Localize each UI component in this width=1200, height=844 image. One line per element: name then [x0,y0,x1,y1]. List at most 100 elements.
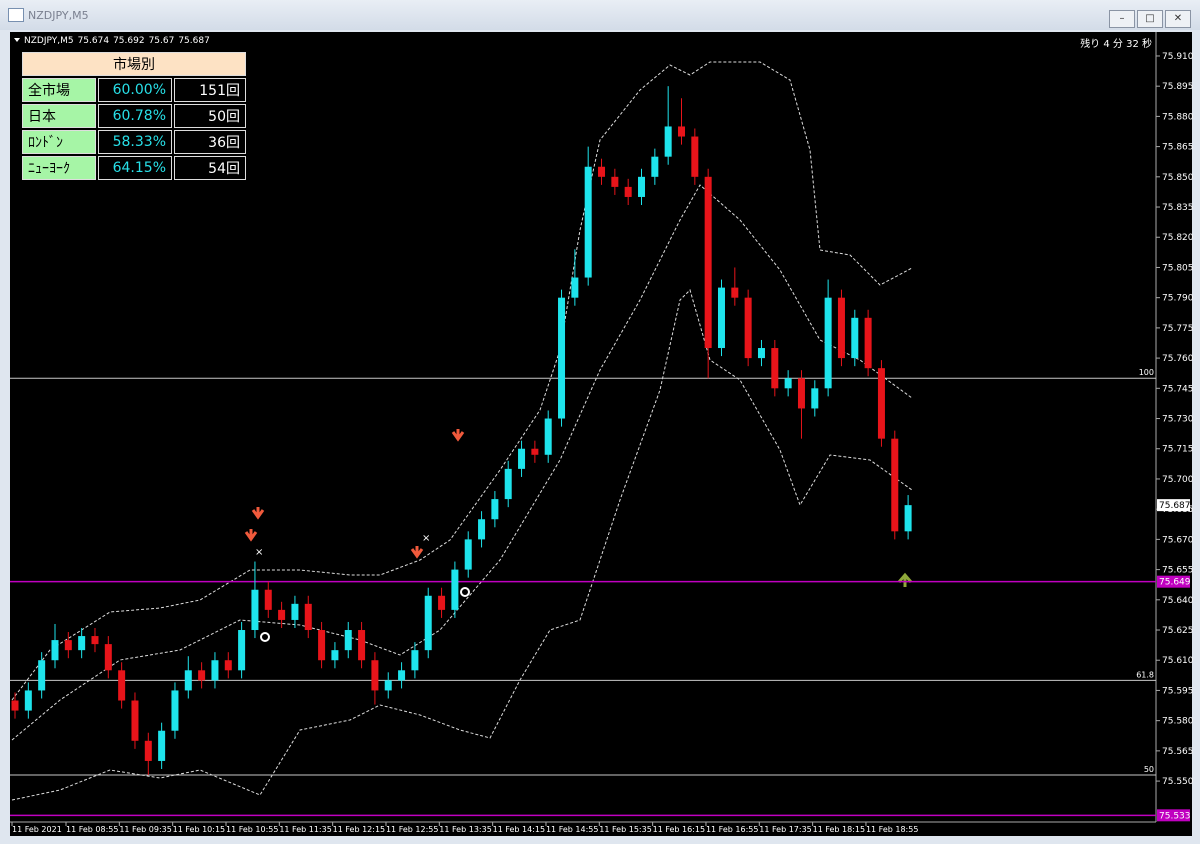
candle-body [891,438,899,532]
header-arrow [14,38,20,42]
y-tick-label: 75.910 [1162,52,1194,62]
y-tick-label: 75.790 [1162,294,1194,304]
y-tick-label: 75.775 [1162,324,1194,334]
y-tick-label: 75.655 [1162,566,1194,576]
candle-body [611,176,619,187]
candle-body [291,603,299,620]
candle-body [398,670,406,681]
circle-mark [260,632,270,642]
chart-header: NZDJPY,M5 75.674 75.692 75.67 75.687 [24,36,210,46]
candle-body [464,539,472,570]
y-tick-label: 75.820 [1162,233,1194,243]
down-arrow [244,529,258,542]
candle-body [24,690,32,711]
y-tick-label: 75.835 [1162,203,1194,213]
y-tick-label: 75.760 [1162,354,1194,364]
candle-body [904,505,912,532]
candle-body [118,670,126,701]
candle-body [64,640,72,651]
x-tick-label: 11 Feb 09:35 [119,825,171,834]
candle-body [198,670,206,681]
candle-body [78,636,86,651]
y-tick-label: 75.715 [1162,445,1194,455]
table-row: ﾆｭｰﾖｰｸ 64.15% 54回 [22,156,246,180]
circle-mark [460,587,470,597]
candle-body [438,595,446,610]
candle-body [51,640,59,661]
candle-body [531,448,539,455]
win-rate: 60.00% [98,78,172,102]
market-name: 日本 [22,104,96,128]
y-tick-label: 75.805 [1162,263,1194,273]
candle-body [264,589,272,610]
cross-mark: × [422,533,430,544]
candle-body [11,700,19,711]
market-name: ﾆｭｰﾖｰｸ [22,156,96,180]
candle-body [38,660,46,691]
y-tick-label: 75.880 [1162,112,1194,122]
x-tick-label: 11 Feb 15:35 [599,825,651,834]
candle-body [544,418,552,455]
close-button[interactable]: ✕ [1165,10,1191,28]
minimize-button[interactable]: – [1109,10,1135,28]
candle-body [704,176,712,349]
candle-body [664,126,672,157]
signal-marks: × × [255,533,470,642]
x-tick-label: 11 Feb 18:15 [813,825,865,834]
y-tick-label: 75.700 [1162,475,1194,485]
candle-body [411,650,419,671]
x-tick-label: 11 Feb 17:35 [759,825,811,834]
candle-body [158,730,166,761]
candle-body [251,589,259,631]
candle-body [584,166,592,278]
y-tick-label: 75.610 [1162,656,1194,666]
candle-body [598,166,606,177]
y-tick-label: 75.565 [1162,747,1194,757]
candle-body [571,277,579,298]
x-tick-label: 11 Feb 12:15 [333,825,385,834]
down-arrow [251,507,265,520]
y-tick-label: 75.625 [1162,626,1194,636]
candle-body [797,378,805,409]
candle-body [877,368,885,439]
level-label: 50 [1144,765,1154,774]
candle-body [651,156,659,177]
ohlc-value: 75.67 [149,36,175,46]
x-tick-label: 11 Feb 16:15 [653,825,705,834]
candle-body [864,317,872,369]
x-tick-label: 11 Feb 18:55 [866,825,918,834]
candle-body [518,448,526,469]
y-tick-label: 75.895 [1162,82,1194,92]
trade-count: 54回 [174,156,246,180]
candle-body [344,630,352,651]
x-tick-label: 11 Feb 12:55 [386,825,438,834]
x-tick-label: 11 Feb 14:15 [493,825,545,834]
middle-band [11,184,913,741]
bollinger-bands [11,61,913,801]
level-price-box [1157,809,1190,822]
trade-count: 50回 [174,104,246,128]
down-arrow [451,429,465,442]
y-tick-label: 75.640 [1162,596,1194,606]
restore-button[interactable]: □ [1137,10,1163,28]
candle-body [638,176,646,197]
candle-body [424,595,432,651]
table-row: 全市場 60.00% 151回 [22,78,246,102]
x-tick-label: 11 Feb 13:35 [439,825,491,834]
candle-body [318,630,326,661]
candle-body [358,630,366,661]
y-tick-label: 75.595 [1162,686,1194,696]
y-tick-label: 75.850 [1162,173,1194,183]
y-tick-label: 75.745 [1162,384,1194,394]
candle-body [824,297,832,389]
title-bar: NZDJPY,M5 – □ ✕ [0,0,1200,30]
ohlc-value: 75.674 [78,36,110,46]
candle-body [851,317,859,359]
win-rate: 60.78% [98,104,172,128]
candle-body [717,287,725,349]
candle-body [744,297,752,359]
candle-body [558,297,566,419]
candle-body [131,700,139,741]
candle-body [171,690,179,731]
x-tick-label: 11 Feb 08:55 [66,825,118,834]
